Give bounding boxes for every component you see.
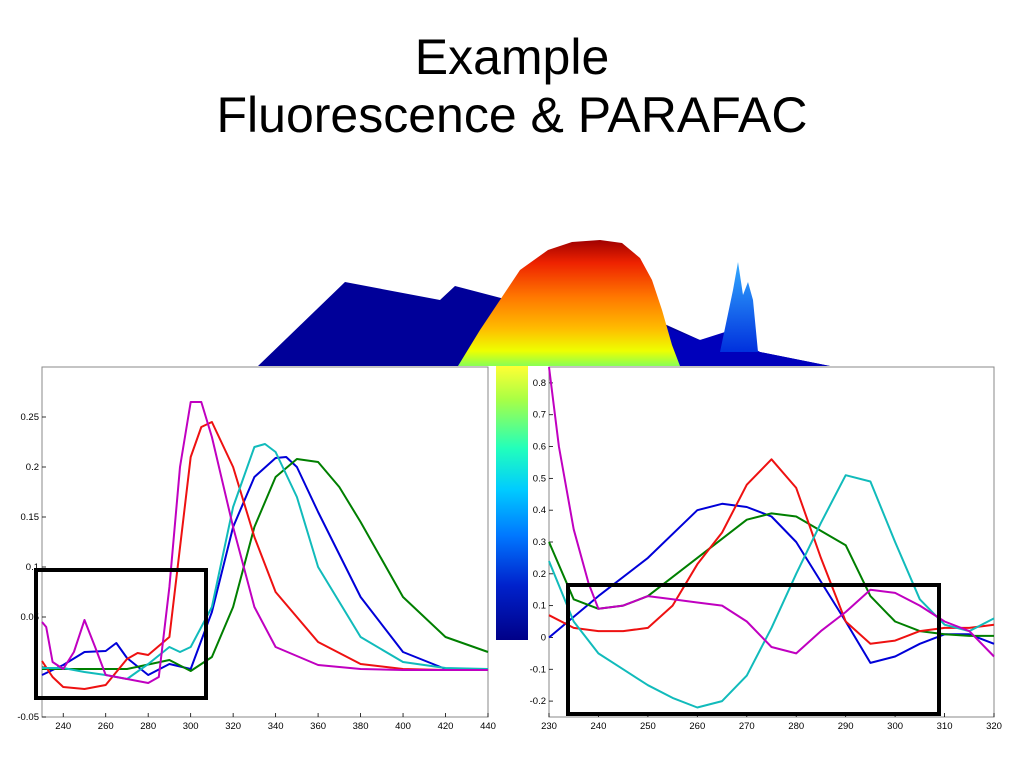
slide-title: Example Fluorescence & PARAFAC [0, 28, 1024, 144]
eem-spike [720, 262, 758, 352]
chart-right-x-tick-label: 290 [838, 721, 854, 732]
chart-right-x-tick-label: 320 [986, 721, 1002, 732]
chart-right-series-red [548, 458, 995, 645]
chart-left-plot-area [41, 366, 489, 718]
eem-surface [258, 240, 830, 640]
chart-left-x-tick-label: 240 [55, 721, 71, 732]
eem-peak-stem [496, 366, 528, 640]
chart-left-x-tick-label: 280 [140, 721, 156, 732]
chart-right-series-blue [548, 502, 995, 664]
chart-right-y-tick-label: 0.6 [533, 442, 546, 453]
chart-left-x-tick-label: 300 [183, 721, 199, 732]
chart-left-series [41, 401, 489, 690]
chart-right-y-tick-label: 0.1 [533, 601, 546, 612]
chart-right-x-tick-label: 310 [937, 721, 953, 732]
chart-left-x-tick-label: 420 [438, 721, 454, 732]
chart-right-plot-area [548, 366, 995, 718]
chart-right-y-tick-label: 0.7 [533, 410, 546, 421]
chart-right-ticks: 230 240 250 260 270 280 290 300 310 320 -0.2 -0.1 0 0… [530, 378, 1002, 732]
chart-right-series-magenta [548, 366, 995, 658]
chart-left-x-tick-label: 440 [480, 721, 496, 732]
chart-right-y-tick-label: -0.2 [530, 696, 546, 707]
chart-left-highlight-box [34, 568, 208, 700]
chart-right-x-tick-label: 270 [739, 721, 755, 732]
chart-right-series [548, 366, 995, 709]
chart-right-y-tick-label: -0.1 [530, 664, 546, 675]
slide-title-line2: Fluorescence & PARAFAC [216, 87, 808, 143]
chart-left-x-tick-label: 260 [98, 721, 114, 732]
chart-right-y-tick-label: 0.4 [533, 505, 546, 516]
eem-main-peak [458, 240, 680, 366]
chart-left-x-tick-label: 360 [310, 721, 326, 732]
chart-left-x-tick-label: 340 [268, 721, 284, 732]
chart-left-y-tick-label: 0.2 [26, 462, 39, 473]
chart-left-y-tick-label: 0.1 [26, 562, 39, 573]
chart-left-series-red [41, 421, 488, 690]
chart-right: 230 240 250 260 270 280 290 300 310 320 -0.2 -0.1 0 0… [530, 366, 1002, 732]
chart-right-y-tick-label: 0 [541, 632, 546, 643]
chart-right-y-tick-label: 0.5 [533, 473, 546, 484]
chart-left-y-tick-label: -0.05 [17, 712, 39, 723]
chart-left: 240 260 280 300 320 340 360 380 400 420 440 -0.05 0.… [17, 366, 496, 732]
chart-left-x-tick-label: 320 [225, 721, 241, 732]
chart-left-ticks: 240 260 280 300 320 340 360 380 400 420 440 -0.05 0.… [17, 412, 496, 732]
chart-left-series-magenta [41, 401, 488, 684]
chart-left-y-tick-label: 0.05 [21, 612, 40, 623]
chart-right-y-tick-label: 0.3 [533, 537, 546, 548]
chart-right-y-tick-label: 0.2 [533, 569, 546, 580]
chart-right-x-tick-label: 300 [887, 721, 903, 732]
chart-left-x-tick-label: 380 [353, 721, 369, 732]
chart-right-y-tick-label: 0.8 [533, 378, 546, 389]
chart-left-y-tick-label: 0.25 [21, 412, 40, 423]
chart-right-x-tick-label: 280 [788, 721, 804, 732]
chart-right-x-tick-label: 240 [591, 721, 607, 732]
chart-right-x-tick-label: 260 [689, 721, 705, 732]
chart-left-x-tick-label: 400 [395, 721, 411, 732]
chart-right-x-tick-label: 250 [640, 721, 656, 732]
chart-left-y-tick-label: 0.15 [21, 512, 40, 523]
chart-left-series-blue [41, 456, 489, 676]
chart-right-highlight-box [566, 583, 941, 716]
slide-title-line1: Example [414, 29, 610, 85]
chart-right-x-tick-label: 230 [541, 721, 557, 732]
chart-right-series-cyan [548, 474, 995, 709]
